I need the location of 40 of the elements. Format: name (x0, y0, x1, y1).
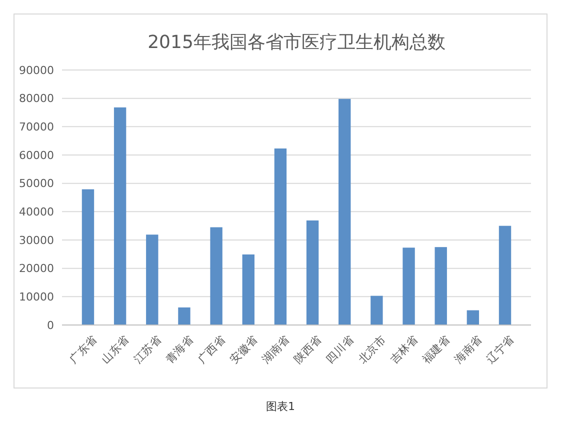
bar (210, 227, 222, 325)
bar (402, 248, 415, 325)
text: 图表1 (266, 400, 295, 413)
x-tick-label: 广东省 (67, 333, 100, 366)
y-tick-label: 50000 (19, 177, 54, 190)
x-tick-label: 福建省 (420, 333, 452, 366)
bar (466, 310, 480, 325)
x-tick-label: 青海省 (163, 333, 196, 366)
bar (82, 189, 94, 325)
x-tick-label: 广西省 (195, 333, 228, 366)
y-tick-label: 90000 (19, 64, 54, 77)
bar (274, 148, 287, 325)
x-tick-label: 陕西省 (292, 333, 324, 366)
bar (338, 98, 351, 325)
x-tick-label: 湖南省 (260, 333, 292, 366)
bar (114, 107, 126, 325)
bar (242, 254, 254, 325)
y-tick-label: 10000 (19, 290, 54, 304)
bar (498, 226, 512, 325)
bar (370, 296, 383, 325)
y-tick-label: 20000 (19, 262, 54, 276)
y-tick-label: 80000 (19, 92, 54, 106)
x-tick-label: 辽宁省 (484, 333, 517, 366)
x-tick-label: 四川省 (324, 333, 356, 366)
chart-title: 2015年我国各省市医疗卫生机构总数 (148, 32, 446, 53)
x-tick-label: 海南省 (452, 333, 484, 366)
x-tick-label: 江苏省 (131, 333, 164, 366)
x-tick-label: 山东省 (99, 333, 132, 366)
y-tick-label: 60000 (19, 148, 54, 162)
bar (306, 220, 319, 325)
y-tick-label: 40000 (19, 206, 54, 219)
x-tick-label: 北京市 (356, 333, 388, 366)
bar (146, 234, 158, 325)
bar (434, 247, 447, 325)
y-tick-label: 30000 (19, 234, 54, 247)
bar (178, 307, 190, 325)
x-tick-label: 安徽省 (227, 333, 260, 366)
x-tick-label: 吉林省 (388, 333, 420, 366)
y-tick-label: 70000 (19, 120, 54, 134)
y-tick-label: 0 (47, 318, 54, 332)
